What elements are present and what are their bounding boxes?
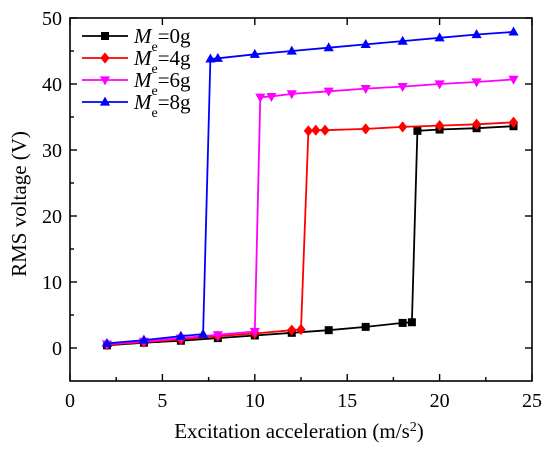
series-1 xyxy=(102,122,518,350)
data-point xyxy=(286,45,297,55)
data-point xyxy=(398,121,408,133)
data-point xyxy=(287,324,297,336)
series-4 xyxy=(101,26,519,347)
data-point xyxy=(360,85,371,95)
data-point xyxy=(471,29,482,39)
y-axis-title: RMS voltage (V) xyxy=(7,131,31,277)
data-point xyxy=(323,87,334,97)
data-point xyxy=(435,119,445,132)
data-point xyxy=(311,124,321,136)
data-point xyxy=(249,48,260,58)
data-point xyxy=(175,330,186,340)
plot-area xyxy=(101,26,519,351)
data-point xyxy=(296,323,306,336)
series-line xyxy=(106,78,514,345)
data-point xyxy=(320,124,330,136)
series-2 xyxy=(102,116,519,351)
y-tick-label: 20 xyxy=(42,206,62,228)
y-tick-label: 40 xyxy=(42,74,62,96)
x-tick-label: 10 xyxy=(245,390,265,412)
data-point xyxy=(398,318,407,327)
x-tick-label: 15 xyxy=(337,390,357,412)
legend-label: Me=4g xyxy=(133,46,191,77)
data-point xyxy=(286,90,297,100)
data-point xyxy=(323,42,334,52)
x-axis-title-superscript: 2 xyxy=(410,420,417,435)
legend-marker xyxy=(99,76,111,86)
y-tick-label: 50 xyxy=(42,8,62,30)
y-tick-label: 10 xyxy=(42,272,62,294)
data-point xyxy=(266,92,277,102)
data-point xyxy=(397,35,408,45)
data-point xyxy=(255,93,266,103)
y-tick-label: 0 xyxy=(52,338,62,360)
x-tick-label: 0 xyxy=(65,390,75,412)
data-point xyxy=(205,53,216,63)
data-point xyxy=(434,80,445,90)
y-tick-label: 30 xyxy=(42,140,62,162)
data-point xyxy=(361,123,371,135)
data-point xyxy=(212,331,223,341)
x-tick-label: 20 xyxy=(430,390,450,412)
data-point xyxy=(508,116,519,128)
data-point xyxy=(397,83,408,93)
data-point xyxy=(249,327,260,337)
data-point xyxy=(197,328,209,338)
data-point xyxy=(360,39,371,48)
legend-item: Me=0g xyxy=(82,24,191,55)
axes: 0 5 10 15 20 25 0 10 20 30 40 50 xyxy=(42,8,542,412)
data-point xyxy=(434,32,445,42)
data-point xyxy=(361,322,370,331)
series-3 xyxy=(101,75,519,350)
data-point xyxy=(407,318,416,327)
legend-marker xyxy=(101,32,109,40)
x-tick-label: 25 xyxy=(522,390,542,412)
legend-label: Me=8g xyxy=(133,90,191,121)
data-point xyxy=(471,118,482,130)
data-point xyxy=(212,52,223,62)
legend-label: Me=6g xyxy=(133,68,191,99)
data-point xyxy=(324,326,333,335)
data-point xyxy=(101,337,113,347)
legend-item: Me=4g xyxy=(82,46,191,77)
x-axis-title: Excitation acceleration (m/s2) xyxy=(174,419,424,443)
legend-item: Me=8g xyxy=(82,90,191,121)
data-point xyxy=(413,126,422,135)
legend-label: Me=0g xyxy=(133,24,191,55)
data-point xyxy=(471,78,482,88)
series-line xyxy=(106,31,514,345)
data-point xyxy=(138,334,150,344)
series-line xyxy=(106,121,514,346)
legend-marker xyxy=(99,96,111,106)
legend-item: Me=6g xyxy=(82,68,191,99)
x-tick-label: 5 xyxy=(157,390,167,412)
data-point xyxy=(508,75,519,85)
data-point xyxy=(508,26,519,36)
legend-marker xyxy=(100,52,110,64)
series-line xyxy=(106,125,514,347)
data-point xyxy=(303,125,313,137)
